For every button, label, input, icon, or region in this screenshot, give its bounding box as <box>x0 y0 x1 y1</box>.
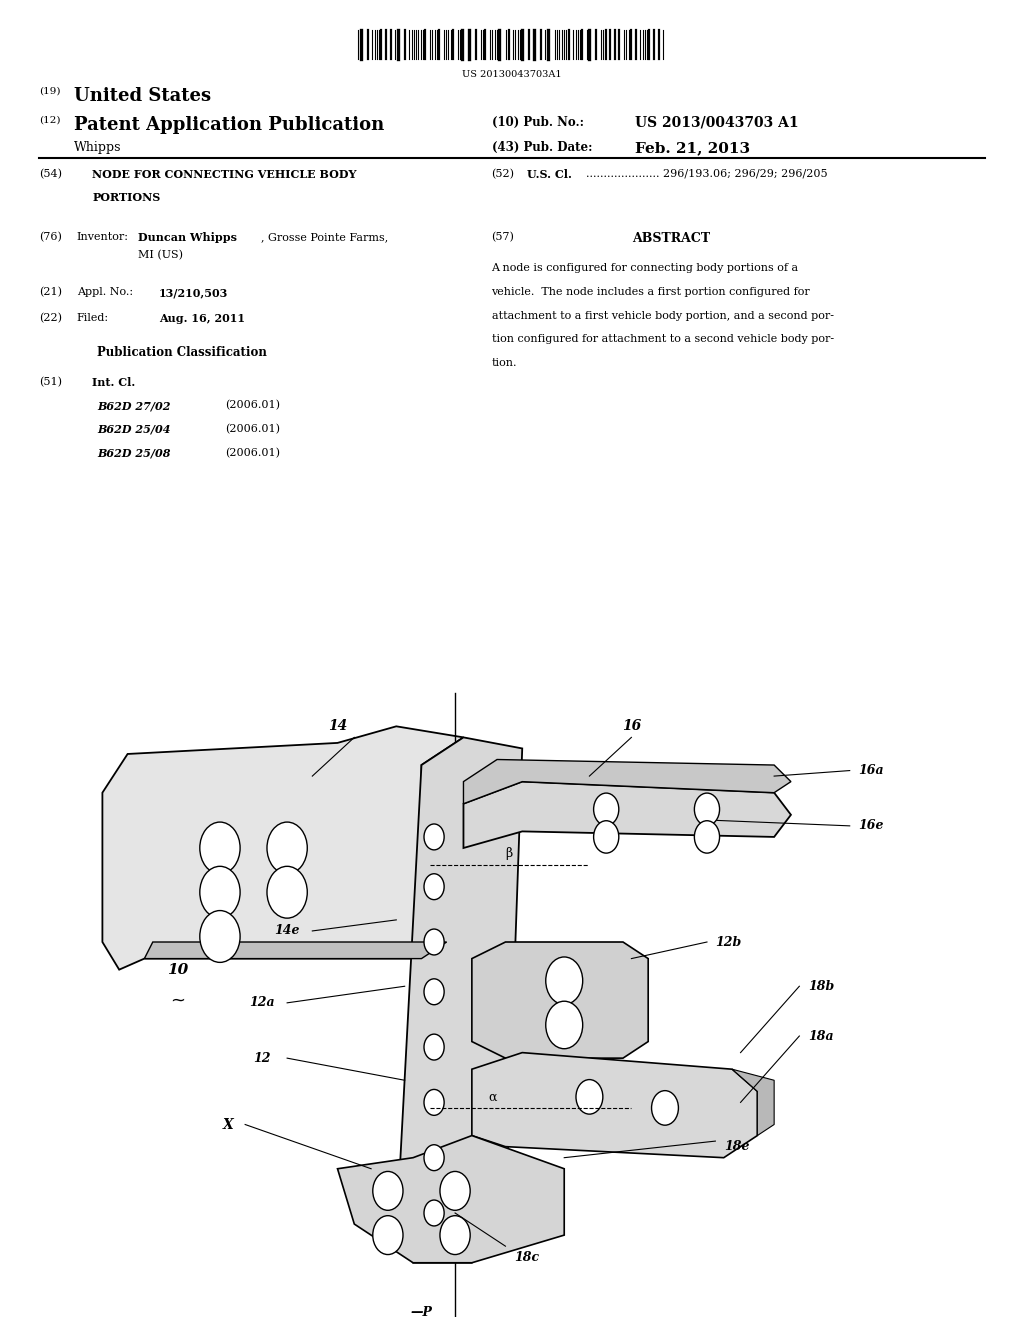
Ellipse shape <box>694 821 720 853</box>
Ellipse shape <box>424 1089 444 1115</box>
Text: , Grosse Pointe Farms,: , Grosse Pointe Farms, <box>261 232 388 242</box>
Ellipse shape <box>424 824 444 850</box>
Text: 18b: 18b <box>808 979 834 993</box>
Text: 12b: 12b <box>716 936 741 949</box>
Ellipse shape <box>424 1144 444 1171</box>
Ellipse shape <box>267 822 307 874</box>
Text: 16a: 16a <box>858 764 884 777</box>
Text: (43) Pub. Date:: (43) Pub. Date: <box>492 141 592 154</box>
Text: ~: ~ <box>170 991 185 1010</box>
Text: 16e: 16e <box>858 820 884 833</box>
Text: (54): (54) <box>39 169 61 178</box>
Text: Duncan Whipps: Duncan Whipps <box>138 232 238 243</box>
Text: (19): (19) <box>39 87 60 96</box>
Text: 16: 16 <box>622 719 641 734</box>
Text: A node is configured for connecting body portions of a: A node is configured for connecting body… <box>492 264 799 273</box>
Text: Feb. 21, 2013: Feb. 21, 2013 <box>635 141 750 154</box>
Text: (10) Pub. No.:: (10) Pub. No.: <box>492 116 584 129</box>
Ellipse shape <box>575 1080 603 1114</box>
Text: U.S. Cl.: U.S. Cl. <box>527 169 572 180</box>
Ellipse shape <box>424 1034 444 1060</box>
Polygon shape <box>472 942 648 1059</box>
Text: PORTIONS: PORTIONS <box>92 193 161 203</box>
Text: (22): (22) <box>39 313 61 323</box>
Polygon shape <box>732 1069 774 1135</box>
Text: ..................... 296/193.06; 296/29; 296/205: ..................... 296/193.06; 296/29… <box>586 169 827 178</box>
Text: vehicle.  The node includes a first portion configured for: vehicle. The node includes a first porti… <box>492 286 810 297</box>
Text: 18a: 18a <box>808 1030 834 1043</box>
Ellipse shape <box>694 793 720 825</box>
Text: B62D 25/04: B62D 25/04 <box>97 424 171 436</box>
Text: 13/210,503: 13/210,503 <box>159 286 228 298</box>
Text: (21): (21) <box>39 286 61 297</box>
Ellipse shape <box>424 874 444 900</box>
Text: tion configured for attachment to a second vehicle body por-: tion configured for attachment to a seco… <box>492 334 834 345</box>
Ellipse shape <box>267 866 307 919</box>
Text: Whipps: Whipps <box>74 141 121 154</box>
Text: US 20130043703A1: US 20130043703A1 <box>462 70 562 79</box>
Ellipse shape <box>651 1090 679 1125</box>
Ellipse shape <box>424 1200 444 1226</box>
Ellipse shape <box>424 929 444 954</box>
Text: attachment to a first vehicle body portion, and a second por-: attachment to a first vehicle body porti… <box>492 310 834 321</box>
Polygon shape <box>338 1135 564 1263</box>
Text: Filed:: Filed: <box>77 313 109 323</box>
Text: (2006.01): (2006.01) <box>225 424 281 434</box>
Text: Patent Application Publication: Patent Application Publication <box>74 116 384 133</box>
Polygon shape <box>102 726 464 970</box>
Text: Publication Classification: Publication Classification <box>97 346 267 359</box>
Polygon shape <box>464 759 791 804</box>
Text: Appl. No.:: Appl. No.: <box>77 286 133 297</box>
Text: United States: United States <box>74 87 211 104</box>
Text: (76): (76) <box>39 232 61 242</box>
Text: (51): (51) <box>39 376 61 387</box>
Text: (2006.01): (2006.01) <box>225 400 281 411</box>
Text: 18c: 18c <box>514 1251 539 1263</box>
Text: ABSTRACT: ABSTRACT <box>632 232 710 244</box>
Text: (2006.01): (2006.01) <box>225 447 281 458</box>
Ellipse shape <box>594 793 618 825</box>
Polygon shape <box>396 738 522 1263</box>
Text: (12): (12) <box>39 116 60 125</box>
Polygon shape <box>144 942 446 958</box>
Ellipse shape <box>440 1216 470 1254</box>
Text: B62D 27/02: B62D 27/02 <box>97 400 171 412</box>
Text: X: X <box>223 1118 233 1131</box>
Ellipse shape <box>594 821 618 853</box>
Text: MI (US): MI (US) <box>138 251 183 260</box>
Ellipse shape <box>424 979 444 1005</box>
Text: tion.: tion. <box>492 358 517 368</box>
Text: 18e: 18e <box>724 1140 750 1154</box>
Ellipse shape <box>200 822 240 874</box>
Text: US 2013/0043703 A1: US 2013/0043703 A1 <box>635 116 799 129</box>
Text: β: β <box>506 847 513 861</box>
Ellipse shape <box>373 1216 403 1254</box>
Ellipse shape <box>546 1001 583 1048</box>
Text: Aug. 16, 2011: Aug. 16, 2011 <box>159 313 245 325</box>
Polygon shape <box>464 781 791 847</box>
Text: 14: 14 <box>328 719 347 734</box>
Ellipse shape <box>373 1171 403 1210</box>
Text: 10: 10 <box>167 962 188 977</box>
Text: Int. Cl.: Int. Cl. <box>92 376 135 388</box>
Text: (57): (57) <box>492 232 514 242</box>
Text: (52): (52) <box>492 169 514 178</box>
Text: 14e: 14e <box>274 924 300 937</box>
Ellipse shape <box>440 1171 470 1210</box>
Polygon shape <box>472 1052 758 1158</box>
Text: —P: —P <box>411 1305 432 1319</box>
Text: Inventor:: Inventor: <box>77 232 129 242</box>
Text: NODE FOR CONNECTING VEHICLE BODY: NODE FOR CONNECTING VEHICLE BODY <box>92 169 356 180</box>
Text: 12a: 12a <box>249 997 274 1010</box>
Text: α: α <box>488 1090 498 1104</box>
Ellipse shape <box>200 911 240 962</box>
Text: B62D 25/08: B62D 25/08 <box>97 447 171 458</box>
Ellipse shape <box>546 957 583 1005</box>
Ellipse shape <box>200 866 240 919</box>
Text: 12: 12 <box>253 1052 270 1065</box>
